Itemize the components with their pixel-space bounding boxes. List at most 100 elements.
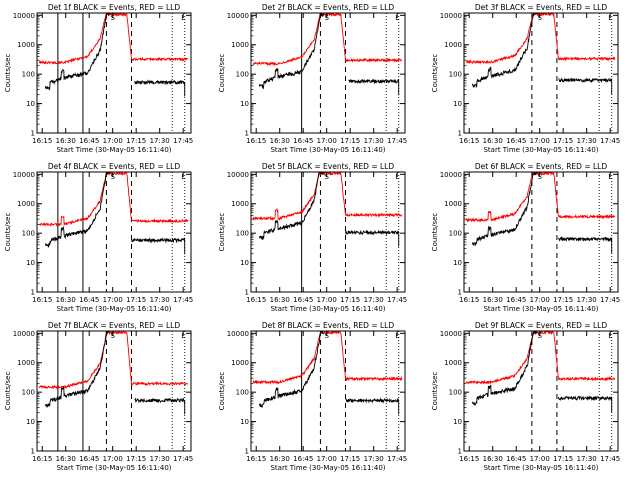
y-axis-label: Counts/sec: [431, 213, 439, 252]
y-tick-label: 100: [22, 230, 35, 238]
y-tick-label: 10: [453, 259, 462, 267]
y-tick-label: 10000: [13, 330, 35, 338]
x-axis-label: Start Time (30-May-05 16:11:40): [56, 305, 171, 313]
y-tick-label: 100: [449, 71, 462, 79]
x-tick-label: 17:00: [530, 296, 550, 304]
x-tick-label: 17:45: [600, 455, 620, 463]
x-tick-label: 17:30: [150, 455, 170, 463]
y-axis-label: Counts/sec: [431, 54, 439, 93]
y-tick-label: 10000: [227, 12, 249, 20]
lld-series-line: [252, 331, 403, 385]
x-tick-label: 16:30: [56, 296, 76, 304]
y-tick-label: 10000: [440, 171, 462, 179]
lld-series-line: [465, 331, 616, 385]
flag-s-annotation: S: [324, 173, 329, 181]
series-group: [38, 172, 189, 292]
x-tick-label: 17:30: [577, 137, 597, 145]
y-tick-label: 1: [458, 130, 462, 138]
flag-l-annotation: L: [608, 173, 612, 181]
detector-panel-7: 1 10 100 1000 10000 16:15 16:30 16:45 17:00 17:15…: [4, 321, 193, 472]
panel-title: Det 5f BLACK = Events, RED = LLD: [262, 162, 395, 171]
x-tick-label: 17:45: [387, 455, 407, 463]
x-tick-label: 16:15: [459, 296, 479, 304]
x-tick-label: 16:15: [32, 296, 52, 304]
y-axis-label: Counts/sec: [4, 372, 12, 411]
events-series-line-post: [345, 397, 400, 415]
events-series-line: [471, 13, 538, 88]
events-series-line-post: [345, 229, 400, 247]
y-tick-label: 1000: [444, 200, 462, 208]
x-tick-label: 16:30: [483, 455, 503, 463]
y-tick-label: 10: [26, 259, 35, 267]
x-tick-label: 16:30: [56, 137, 76, 145]
plot-frame: [463, 330, 619, 452]
panel-title: Det 9f BLACK = Events, RED = LLD: [475, 321, 608, 330]
events-series-line-post: [558, 235, 613, 254]
x-tick-label: 17:15: [340, 455, 360, 463]
events-series-line-post: [131, 237, 186, 255]
y-tick-label: 10: [240, 100, 249, 108]
x-tick-label: 17:15: [340, 137, 360, 145]
x-tick-label: 17:00: [530, 137, 550, 145]
series-group: [38, 13, 189, 133]
x-tick-label: 17:30: [364, 296, 384, 304]
series-group: [465, 331, 616, 451]
flag-l-annotation: L: [181, 173, 185, 181]
y-axis-label: Counts/sec: [218, 213, 226, 252]
x-tick-label: 16:30: [56, 455, 76, 463]
y-axis-label: Counts/sec: [431, 372, 439, 411]
y-tick-label: 1: [458, 289, 462, 297]
y-tick-label: 100: [22, 389, 35, 397]
x-tick-label: 17:15: [553, 137, 573, 145]
events-series-line: [258, 172, 325, 240]
plot-frame: [250, 12, 406, 134]
x-tick-label: 16:45: [506, 455, 526, 463]
plot-frame: [36, 171, 192, 293]
x-tick-label: 17:30: [577, 296, 597, 304]
panel-title: Det 2f BLACK = Events, RED = LLD: [262, 3, 395, 12]
x-tick-label: 16:15: [246, 296, 266, 304]
x-tick-label: 16:15: [459, 455, 479, 463]
x-tick-label: 16:15: [246, 455, 266, 463]
flag-l-annotation: L: [608, 14, 612, 22]
x-tick-label: 17:30: [150, 296, 170, 304]
x-axis-label: Start Time (30-May-05 16:11:40): [483, 146, 598, 154]
x-tick-label: 17:00: [317, 455, 337, 463]
x-tick-label: 17:30: [150, 137, 170, 145]
y-tick-label: 1: [31, 448, 35, 456]
y-tick-label: 10: [240, 418, 249, 426]
flag-l-annotation: L: [395, 173, 399, 181]
y-tick-label: 10000: [227, 330, 249, 338]
events-series-line-post: [134, 397, 186, 415]
x-tick-label: 17:15: [553, 296, 573, 304]
flag-s-annotation: S: [324, 332, 329, 340]
panel-title: Det 1f BLACK = Events, RED = LLD: [48, 3, 181, 12]
x-tick-label: 17:45: [387, 296, 407, 304]
flag-l-annotation: L: [395, 14, 399, 22]
x-tick-label: 16:45: [79, 137, 99, 145]
detector-panel-1: 1 10 100 1000 10000 16:15 16:30 16:45 17:00 17:15…: [4, 3, 193, 154]
x-tick-label: 16:45: [79, 455, 99, 463]
events-series-line-post: [558, 77, 613, 95]
x-tick-label: 16:30: [270, 455, 290, 463]
y-tick-label: 10000: [13, 171, 35, 179]
y-tick-label: 1000: [231, 41, 249, 49]
y-tick-label: 1000: [231, 359, 249, 367]
x-tick-label: 16:45: [293, 137, 313, 145]
series-group: [252, 13, 403, 133]
y-tick-label: 1000: [17, 359, 35, 367]
x-axis-label: Start Time (30-May-05 16:11:40): [270, 464, 385, 472]
flag-s-annotation: S: [537, 332, 542, 340]
y-tick-label: 1: [31, 130, 35, 138]
x-tick-label: 17:00: [317, 296, 337, 304]
lld-series-line: [38, 331, 189, 390]
panel-title: Det 3f BLACK = Events, RED = LLD: [475, 3, 608, 12]
y-tick-label: 10000: [440, 12, 462, 20]
y-tick-label: 10000: [227, 171, 249, 179]
events-series-line: [44, 331, 110, 408]
flag-l-annotation: L: [181, 14, 185, 22]
plot-frame: [250, 330, 406, 452]
x-tick-label: 17:45: [173, 137, 193, 145]
y-tick-label: 1: [245, 448, 249, 456]
